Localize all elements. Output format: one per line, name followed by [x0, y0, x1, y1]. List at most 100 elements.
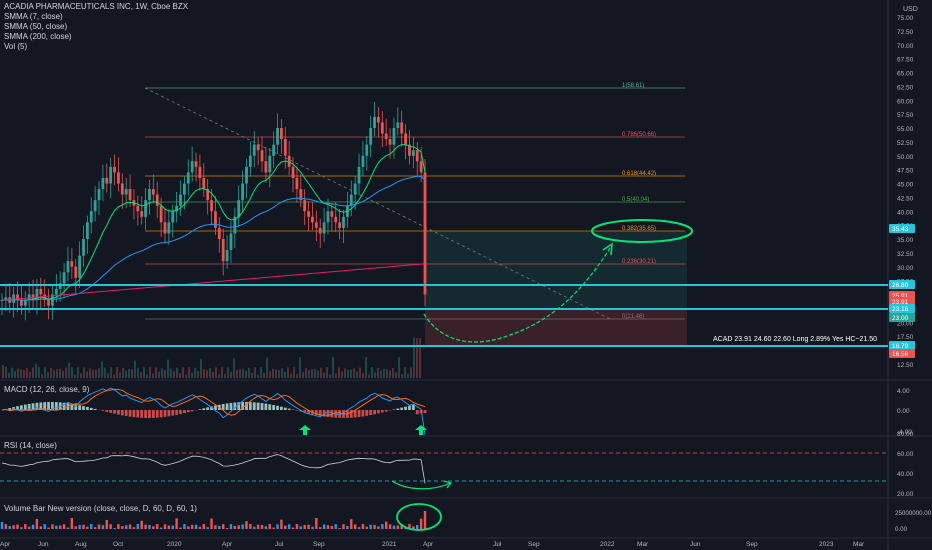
macd-histogram-bar — [287, 408, 291, 410]
volume-bar — [167, 525, 171, 529]
volume-label[interactable]: Volume Bar New version (close, close, D,… — [4, 504, 197, 513]
candle-body — [260, 150, 264, 162]
legend-smma200[interactable]: SMMA (200, close) — [4, 32, 72, 41]
price-tick: 40.00 — [897, 209, 914, 216]
candle-body — [314, 222, 318, 228]
candle-body — [206, 189, 210, 201]
macd-histogram-bar — [113, 410, 116, 414]
macd-histogram-bar — [74, 404, 78, 410]
volume-bar — [26, 368, 28, 378]
volume-bar — [82, 524, 85, 529]
macd-signal-line — [1, 388, 426, 417]
volume-bar — [136, 524, 140, 529]
volume-bar — [62, 524, 66, 529]
macd-histogram-bar — [23, 404, 27, 410]
volume-bar — [329, 374, 331, 378]
volume-bar — [210, 518, 213, 529]
volume-bar — [299, 357, 301, 378]
volume-bar — [371, 367, 373, 378]
loss-zone — [425, 309, 687, 347]
volume-bar — [335, 373, 337, 378]
volume-bar — [206, 370, 208, 378]
volume-bar — [12, 525, 15, 529]
candle-body — [16, 294, 19, 301]
legend-smma50[interactable]: SMMA (50, close) — [4, 22, 68, 31]
macd-histogram-bar — [175, 410, 179, 415]
macd-histogram-bar — [182, 410, 186, 414]
volume-bar — [128, 524, 132, 529]
candle-body — [256, 144, 260, 151]
volume-bar — [307, 524, 310, 529]
volume-bar — [404, 367, 406, 378]
candle-body — [241, 183, 245, 201]
time-tick: Apr — [0, 541, 11, 548]
macd-histogram-bar — [54, 402, 58, 410]
time-tick: Mar — [637, 541, 649, 548]
volume-bar — [137, 367, 139, 378]
macd-histogram-bar — [144, 410, 147, 418]
volume-bar — [224, 373, 226, 378]
volume-bar — [43, 524, 46, 529]
price-badge-label: 26.80 — [892, 282, 909, 289]
macd-histogram-bar — [260, 403, 264, 410]
volume-bar — [357, 527, 361, 529]
candle-body — [369, 128, 373, 145]
volume-bar — [27, 526, 31, 529]
volume-bar — [395, 372, 397, 378]
volume-bar — [8, 525, 11, 529]
volume-bar — [284, 525, 287, 529]
volume-bar — [202, 524, 205, 529]
candle-body — [0, 300, 4, 302]
time-axis[interactable]: Apr Jun Aug Oct 2020 Apr Jul Sep 2021 Apr Jul Sep 20… — [0, 541, 865, 548]
volume-bar — [293, 367, 295, 378]
price-badge — [889, 297, 915, 306]
volume-bar-pane: 25000000.00 0.00 — [0, 503, 932, 533]
volume-bar — [413, 338, 415, 378]
rsi-label[interactable]: RSI (14, close) — [4, 441, 57, 450]
volume-bar — [272, 368, 274, 378]
volume-bar — [32, 367, 34, 378]
volume-bar — [59, 368, 61, 378]
macd-histogram-bar — [400, 407, 404, 410]
macd-histogram-bar — [349, 410, 353, 418]
volume-bar — [330, 525, 334, 529]
volume-bar — [56, 369, 58, 378]
legend-vol[interactable]: Vol (5) — [4, 42, 28, 51]
volume-bar — [275, 369, 277, 378]
projection-arrowhead — [602, 242, 613, 256]
volume-bar — [101, 361, 103, 378]
volume-bar — [384, 521, 388, 529]
candle-body — [283, 139, 287, 156]
candle-body — [311, 216, 314, 223]
candle-body — [144, 200, 147, 217]
macd-histogram-bar — [136, 410, 140, 418]
macd-histogram-bar — [396, 408, 400, 410]
macd-histogram-bar — [151, 410, 155, 418]
smma200-line — [1, 263, 426, 301]
macd-pane: 4.00 0.00 -4.00 — [1, 387, 912, 436]
macd-label[interactable]: MACD (12, 26, close, 9) — [4, 385, 90, 394]
candle-body — [342, 216, 345, 228]
volume-bar — [163, 524, 167, 529]
volume-bar — [59, 525, 62, 529]
volume-bar — [55, 525, 58, 529]
price-axis[interactable]: 75.00 72.50 70.00 67.50 65.00 62.50 60.00 57.50… — [889, 15, 915, 369]
macd-histogram-bar — [295, 410, 299, 411]
volume-bar — [65, 367, 67, 378]
time-tick: 2021 — [382, 541, 397, 548]
volume-bar — [125, 370, 127, 378]
volume-bar — [116, 367, 118, 378]
horizontal-lines[interactable] — [0, 284, 888, 347]
candle-body — [128, 189, 132, 201]
macd-histogram-bar — [190, 410, 194, 412]
volume-bar — [44, 367, 46, 378]
candle-body — [23, 300, 27, 306]
legend-smma7[interactable]: SMMA (7, close) — [4, 12, 63, 21]
macd-histogram-bar — [221, 404, 225, 410]
trend-drawings[interactable] — [423, 219, 693, 343]
volume-bar — [239, 369, 241, 378]
symbol-title[interactable]: ACADIA PHARMACEUTICALS INC, 1W, Cboe BZX — [4, 2, 189, 11]
rsi-tick: 80.00 — [897, 431, 914, 438]
candle-body — [291, 166, 295, 178]
